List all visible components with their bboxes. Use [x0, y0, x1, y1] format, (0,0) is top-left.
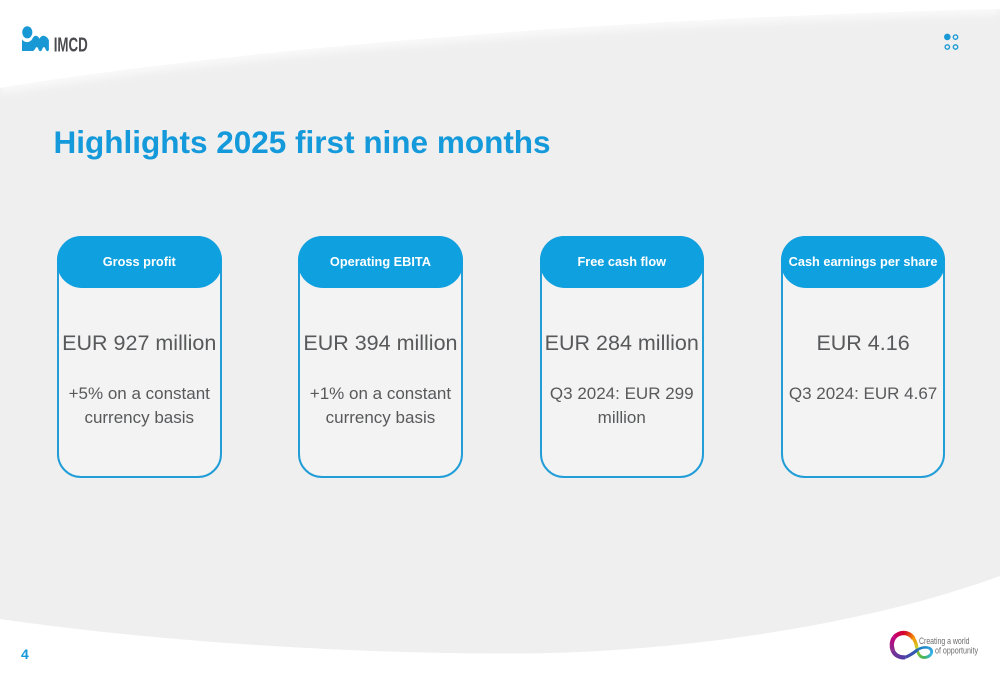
svg-text:of opportunity: of opportunity [935, 646, 978, 657]
svg-text:Creating a world: Creating a world [919, 636, 970, 647]
svg-text:IMCD: IMCD [54, 34, 88, 54]
